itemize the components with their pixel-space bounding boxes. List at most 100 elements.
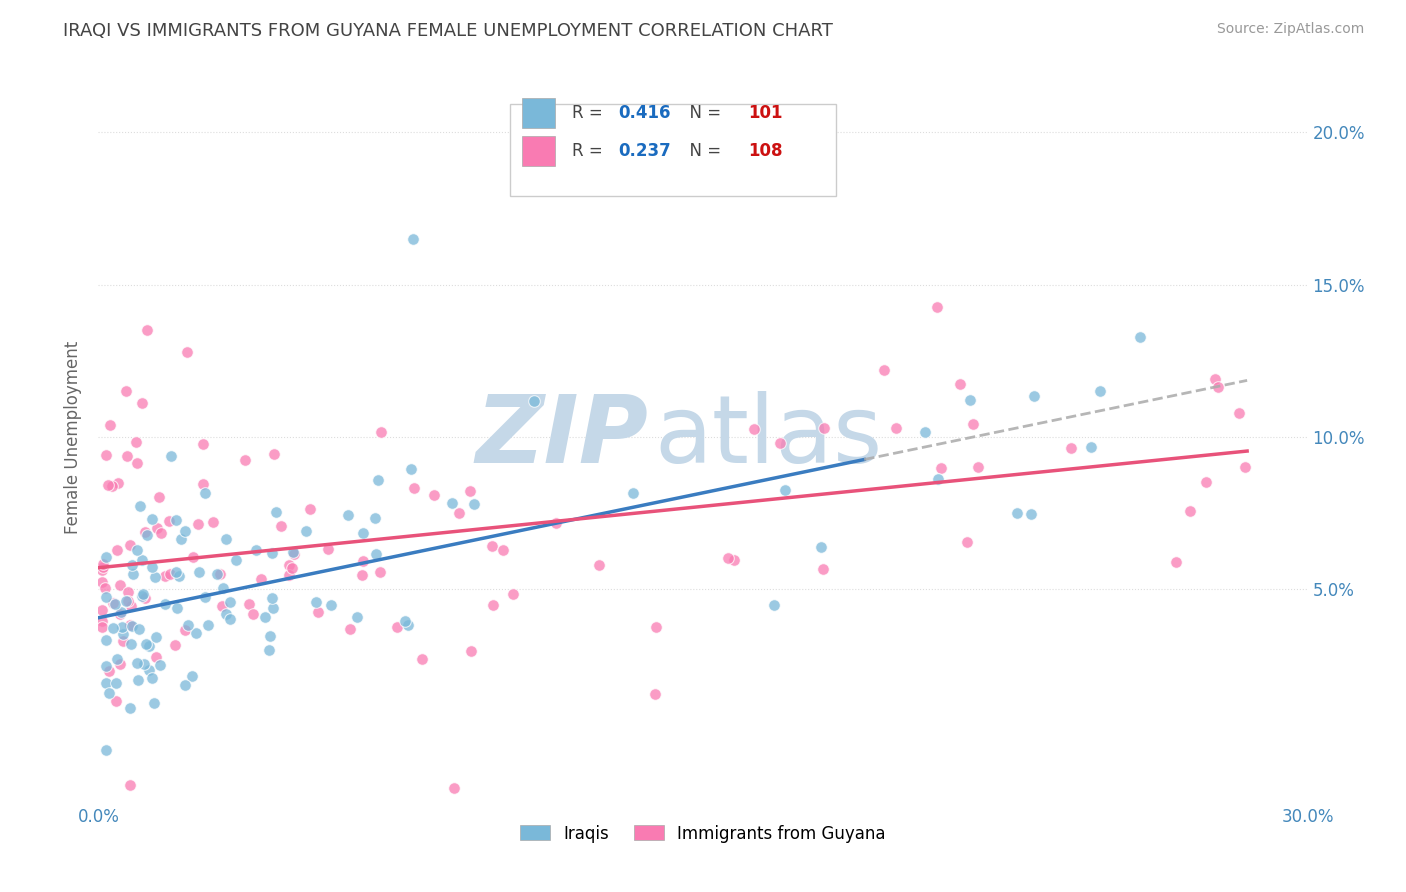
Point <box>482 599 505 613</box>
Point <box>295 524 318 538</box>
Point <box>723 553 745 567</box>
Point <box>138 639 160 653</box>
Point <box>194 485 217 500</box>
Point <box>131 553 153 567</box>
Point <box>810 540 832 554</box>
Point <box>98 418 121 433</box>
Point <box>142 696 165 710</box>
Point <box>1164 555 1187 569</box>
Point <box>153 597 176 611</box>
Point <box>110 657 132 671</box>
Point <box>117 594 139 608</box>
Text: Source: ZipAtlas.com: Source: ZipAtlas.com <box>1216 22 1364 37</box>
Point <box>129 499 152 513</box>
Point <box>98 664 121 678</box>
Point <box>245 542 267 557</box>
Point <box>262 601 284 615</box>
Point <box>121 637 143 651</box>
Point <box>91 574 114 589</box>
Point <box>366 547 388 561</box>
Point <box>141 560 163 574</box>
Point <box>225 553 247 567</box>
Point <box>201 515 224 529</box>
Point <box>91 603 114 617</box>
Text: N =: N = <box>679 104 725 122</box>
Point <box>114 384 136 398</box>
Point <box>153 569 176 583</box>
Point <box>91 614 114 628</box>
Point <box>396 618 419 632</box>
Point <box>134 524 156 539</box>
Point <box>118 701 141 715</box>
Point <box>127 542 149 557</box>
Point <box>370 425 392 440</box>
Point <box>260 545 283 559</box>
Point <box>364 510 387 524</box>
Point <box>111 619 134 633</box>
Point <box>94 449 117 463</box>
Point <box>1208 380 1230 394</box>
Point <box>644 619 666 633</box>
Point <box>186 625 208 640</box>
Point <box>352 526 374 541</box>
Point <box>134 637 156 651</box>
Point <box>298 502 321 516</box>
Point <box>118 618 141 632</box>
Point <box>183 549 205 564</box>
Point <box>305 595 328 609</box>
Point <box>1129 330 1152 344</box>
Point <box>263 447 285 461</box>
Point <box>1022 389 1045 403</box>
Point <box>145 650 167 665</box>
Point <box>1090 384 1112 398</box>
Point <box>127 673 149 688</box>
Point <box>339 622 361 636</box>
Point <box>621 485 644 500</box>
Point <box>110 607 132 622</box>
Point <box>337 508 360 522</box>
Point <box>1019 507 1042 521</box>
Point <box>146 521 169 535</box>
Point <box>277 568 299 582</box>
Point <box>402 232 425 246</box>
Point <box>1204 372 1226 386</box>
Point <box>458 483 481 498</box>
Point <box>254 609 277 624</box>
Point <box>176 344 198 359</box>
Point <box>165 565 187 579</box>
Point <box>96 632 118 647</box>
Point <box>769 436 792 450</box>
Point <box>588 558 610 573</box>
Point <box>136 528 159 542</box>
Point <box>93 560 115 574</box>
Bar <box>522 98 555 128</box>
Bar <box>522 136 555 167</box>
Point <box>966 460 988 475</box>
Point <box>115 449 138 463</box>
Point <box>131 396 153 410</box>
Point <box>215 533 238 547</box>
Point <box>134 657 156 671</box>
Point <box>211 599 233 614</box>
Point <box>121 558 143 573</box>
FancyBboxPatch shape <box>509 104 837 195</box>
Point <box>107 651 129 665</box>
Point <box>717 551 740 566</box>
Point <box>101 596 124 610</box>
Point <box>280 561 302 575</box>
Point <box>742 422 765 436</box>
Point <box>122 567 145 582</box>
Point <box>167 569 190 583</box>
Point <box>96 550 118 565</box>
Point <box>157 515 180 529</box>
Point <box>163 638 186 652</box>
Point <box>128 622 150 636</box>
Text: 0.416: 0.416 <box>619 104 671 122</box>
Point <box>1080 441 1102 455</box>
Point <box>94 581 117 595</box>
Text: ZIP: ZIP <box>475 391 648 483</box>
Point <box>949 377 972 392</box>
Point <box>165 512 187 526</box>
Point <box>125 656 148 670</box>
Point <box>174 524 197 538</box>
